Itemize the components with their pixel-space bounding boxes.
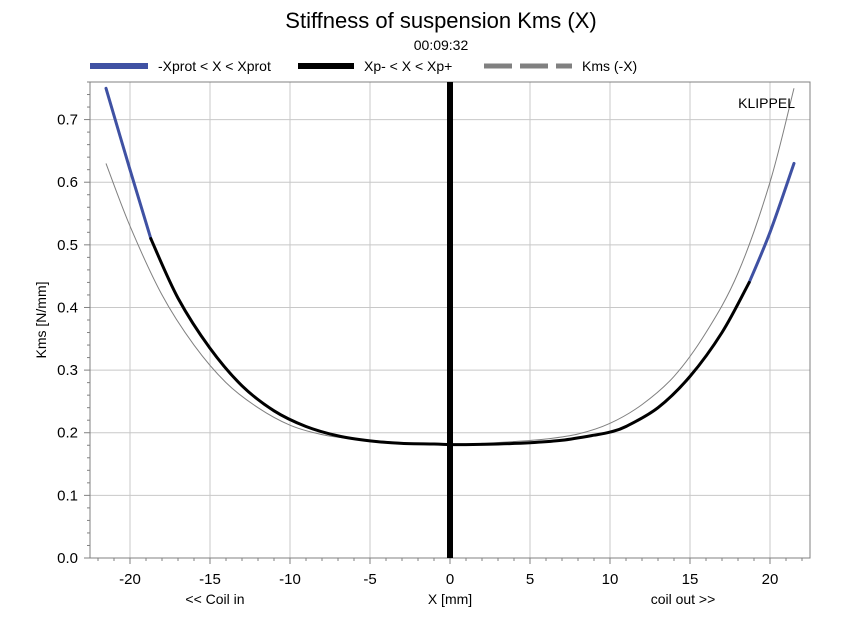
y-tick-label: 0.1 xyxy=(57,487,78,504)
x-axis-ticks: -20 -15 -10 -5 0 5 10 15 20 xyxy=(97,558,803,588)
legend-label-mirrored: Kms (-X) xyxy=(582,58,637,74)
x-tick-label: 15 xyxy=(682,571,699,588)
series-line-peak-range xyxy=(149,237,751,447)
legend: -Xprot < X < Xprot Xp- < X < Xp+ Kms (-X… xyxy=(90,58,637,74)
x-axis-label-left: << Coil in xyxy=(185,591,244,607)
x-tick-label: -5 xyxy=(363,571,376,588)
y-tick-label: 0.4 xyxy=(57,299,78,316)
legend-label-peak-range: Xp- < X < Xp+ xyxy=(364,58,452,74)
x-tick-label: -10 xyxy=(279,571,301,588)
y-axis-label: Kms [N/mm] xyxy=(33,282,49,359)
chart-title: Stiffness of suspension Kms (X) xyxy=(285,8,596,33)
x-tick-label: 10 xyxy=(602,571,619,588)
y-tick-label: 0.3 xyxy=(57,362,78,379)
x-tick-label: 20 xyxy=(762,571,779,588)
brand-label: KLIPPEL xyxy=(738,95,795,111)
y-axis-ticks: 0.0 0.1 0.2 0.3 0.4 0.5 0.6 0.7 xyxy=(57,81,90,567)
x-tick-label: 5 xyxy=(526,571,534,588)
y-tick-label: 0.6 xyxy=(57,174,78,191)
y-tick-label: 0.2 xyxy=(57,425,78,442)
series-line-protected-right xyxy=(747,161,796,284)
legend-label-protected-range: -Xprot < X < Xprot xyxy=(158,58,271,74)
x-tick-label: -20 xyxy=(119,571,141,588)
x-tick-label: -15 xyxy=(199,571,221,588)
chart-subtitle: 00:09:32 xyxy=(414,37,469,53)
x-axis-label: X [mm] xyxy=(428,591,472,607)
y-tick-label: 0.7 xyxy=(57,112,78,129)
vertical-marker xyxy=(447,82,453,558)
x-axis-label-right: coil out >> xyxy=(651,591,716,607)
series-line-protected-left xyxy=(104,86,153,241)
x-tick-label: 0 xyxy=(446,571,454,588)
y-tick-label: 0.0 xyxy=(57,550,78,567)
y-tick-label: 0.5 xyxy=(57,237,78,254)
